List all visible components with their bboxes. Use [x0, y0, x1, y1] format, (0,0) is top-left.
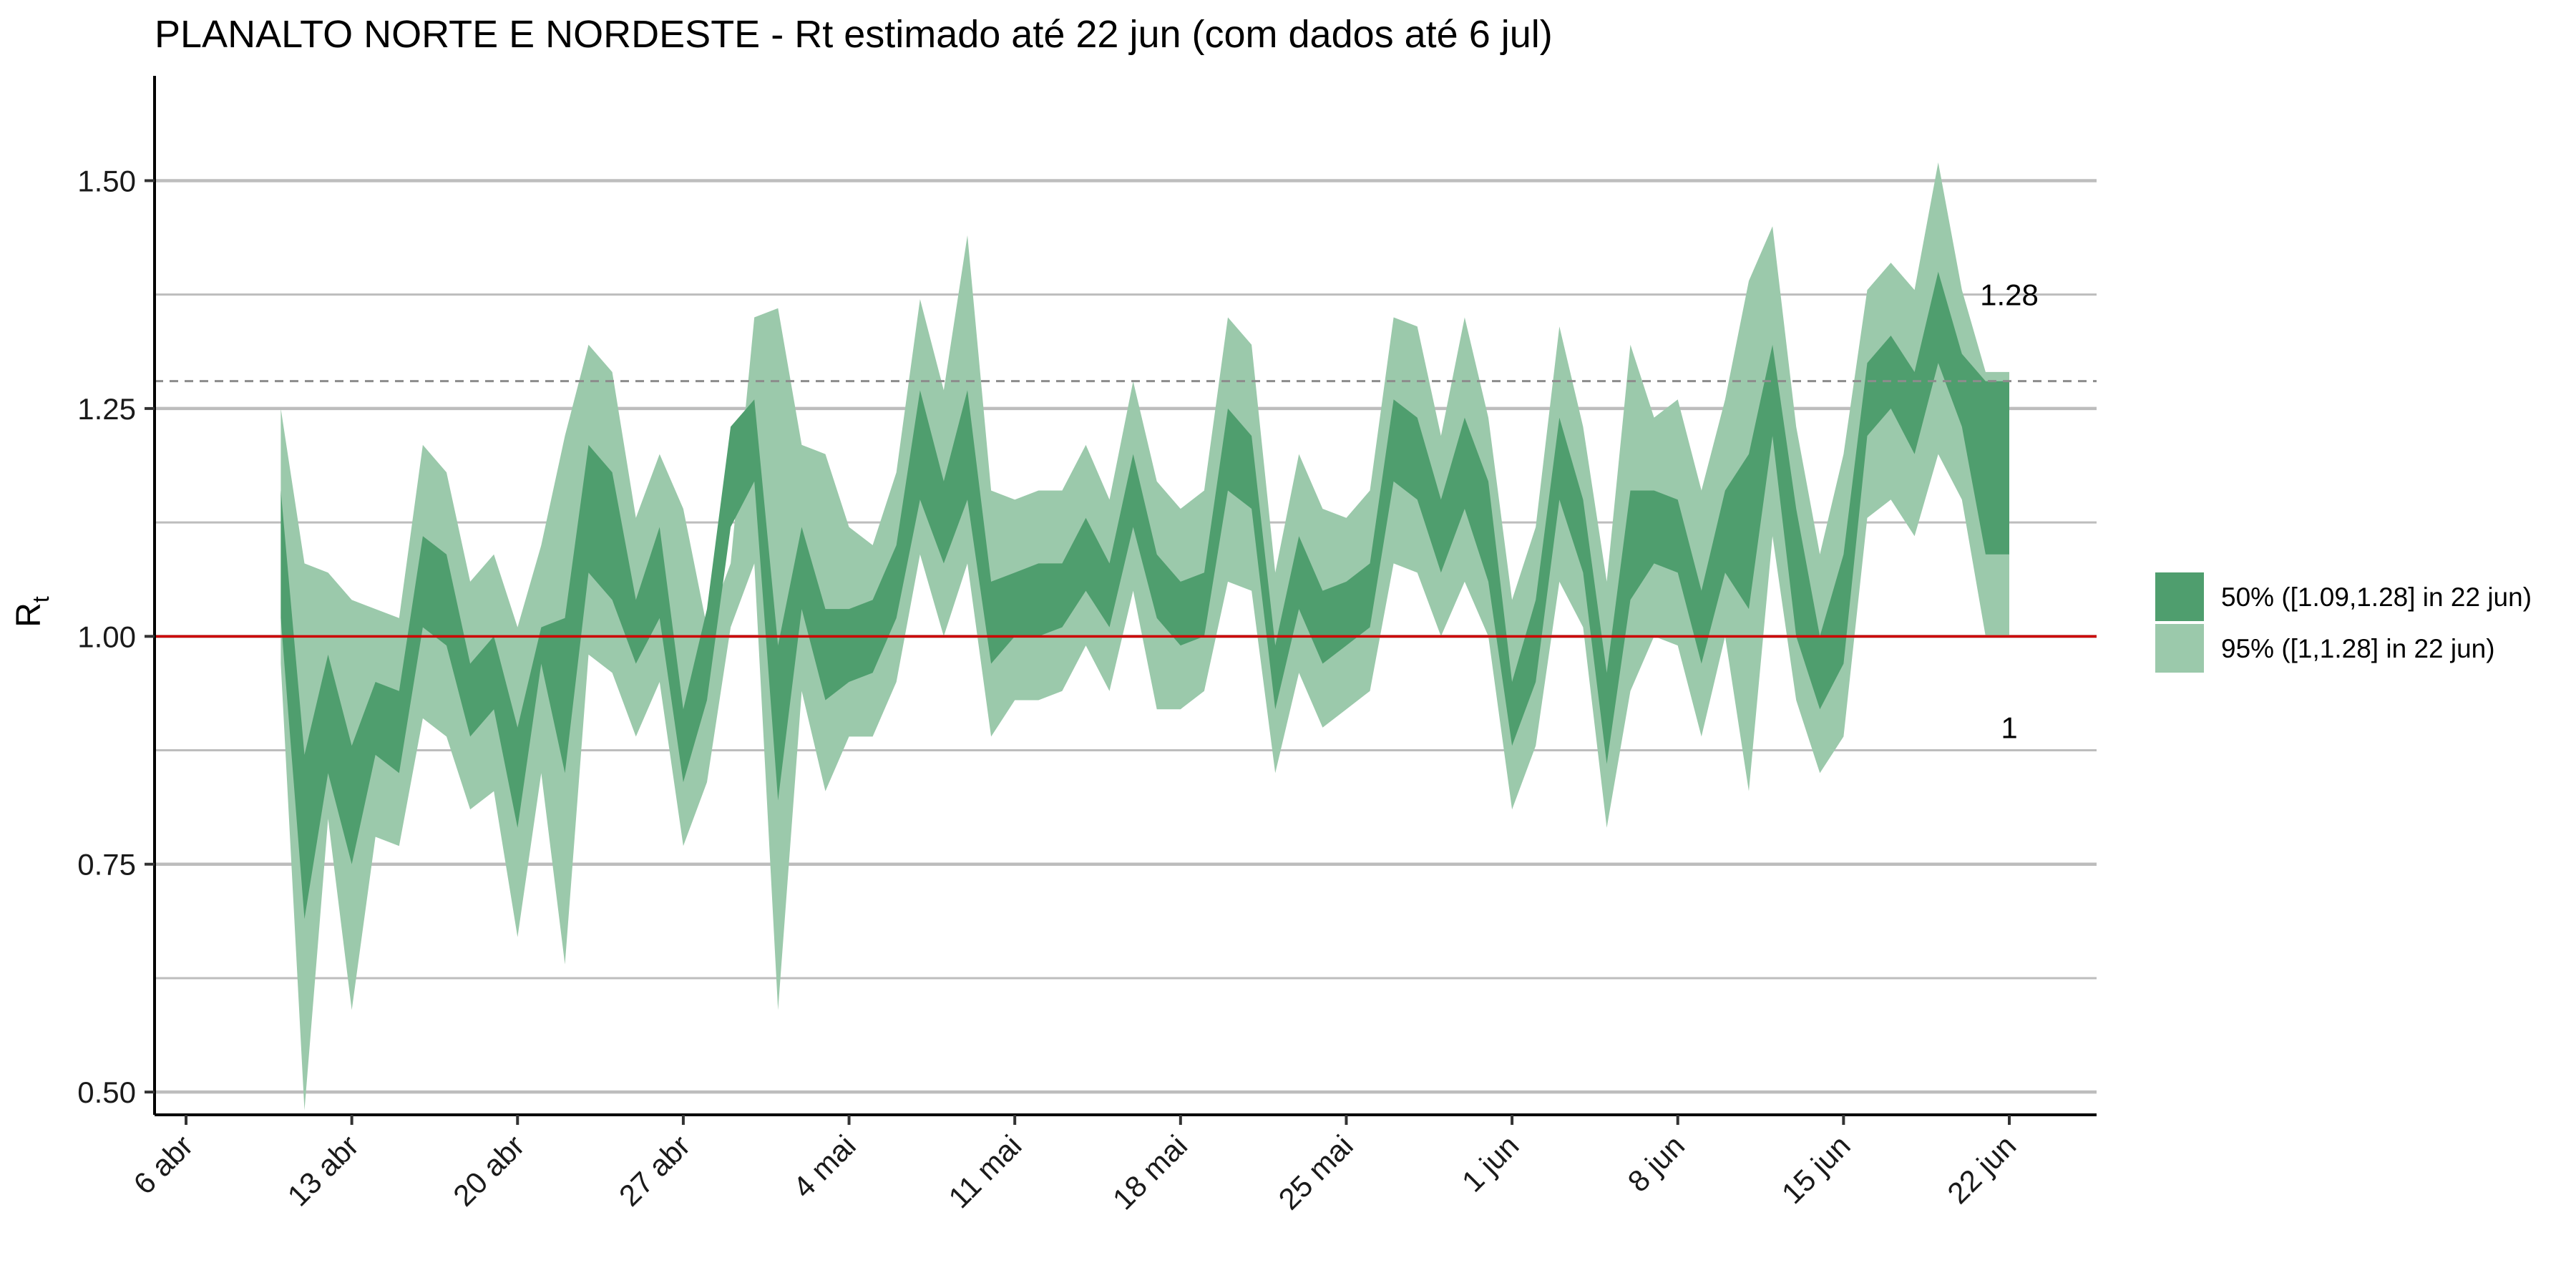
x-tick-label: 1 jun — [1455, 1128, 1526, 1199]
y-tick-label: 1.25 — [77, 392, 136, 426]
legend: 50% ([1.09,1.28] in 22 jun) 95% ([1,1.28]… — [2155, 572, 2532, 673]
x-tick-label: 20 abr — [447, 1128, 530, 1212]
x-tick-label: 18 mai — [1106, 1128, 1194, 1216]
band-50-area — [280, 271, 2010, 919]
legend-swatch-95 — [2155, 624, 2204, 673]
band-50 — [280, 271, 2010, 919]
x-tick-label: 8 jun — [1621, 1128, 1691, 1199]
y-axis-label-subscript: t — [28, 596, 54, 602]
legend-label-50: 50% ([1.09,1.28] in 22 jun) — [2221, 582, 2532, 612]
legend-swatch-50 — [2155, 572, 2204, 621]
x-tick-label: 25 mai — [1272, 1128, 1359, 1216]
legend-label-95: 95% ([1,1.28] in 22 jun) — [2221, 634, 2495, 663]
x-tick-label: 13 abr — [281, 1128, 365, 1212]
reference-lines — [155, 380, 2097, 638]
x-tick-label: 11 mai — [942, 1128, 1028, 1214]
x-tick-label: 6 abr — [127, 1128, 199, 1201]
x-tick-label: 22 jun — [1941, 1128, 2022, 1210]
y-tick-label: 1.00 — [77, 620, 136, 653]
axes — [153, 76, 2097, 1116]
chart-title: PLANALTO NORTE E NORDESTE - Rt estimado … — [155, 13, 1553, 56]
annotation-label: 1 — [2001, 711, 2017, 745]
y-tick-labels: 0.50 0.75 1.00 1.25 1.50 — [77, 164, 155, 1109]
x-tick-label: 15 jun — [1775, 1128, 1857, 1210]
x-tick-labels: 6 abr 13 abr 20 abr 27 abr 4 mai 11 mai 18 mai… — [127, 1115, 2022, 1216]
annotation-label: 1.28 — [1980, 278, 2039, 312]
annotations: 1.28 1 — [1980, 278, 2039, 745]
y-tick-label: 0.50 — [77, 1075, 136, 1109]
x-tick-label: 27 abr — [613, 1128, 696, 1212]
y-tick-label: 0.75 — [77, 848, 136, 882]
y-axis-label: Rt — [10, 596, 54, 628]
x-tick-label: 4 mai — [786, 1128, 862, 1204]
y-axis-label-main: R — [10, 602, 48, 628]
y-tick-label: 1.50 — [77, 164, 136, 197]
